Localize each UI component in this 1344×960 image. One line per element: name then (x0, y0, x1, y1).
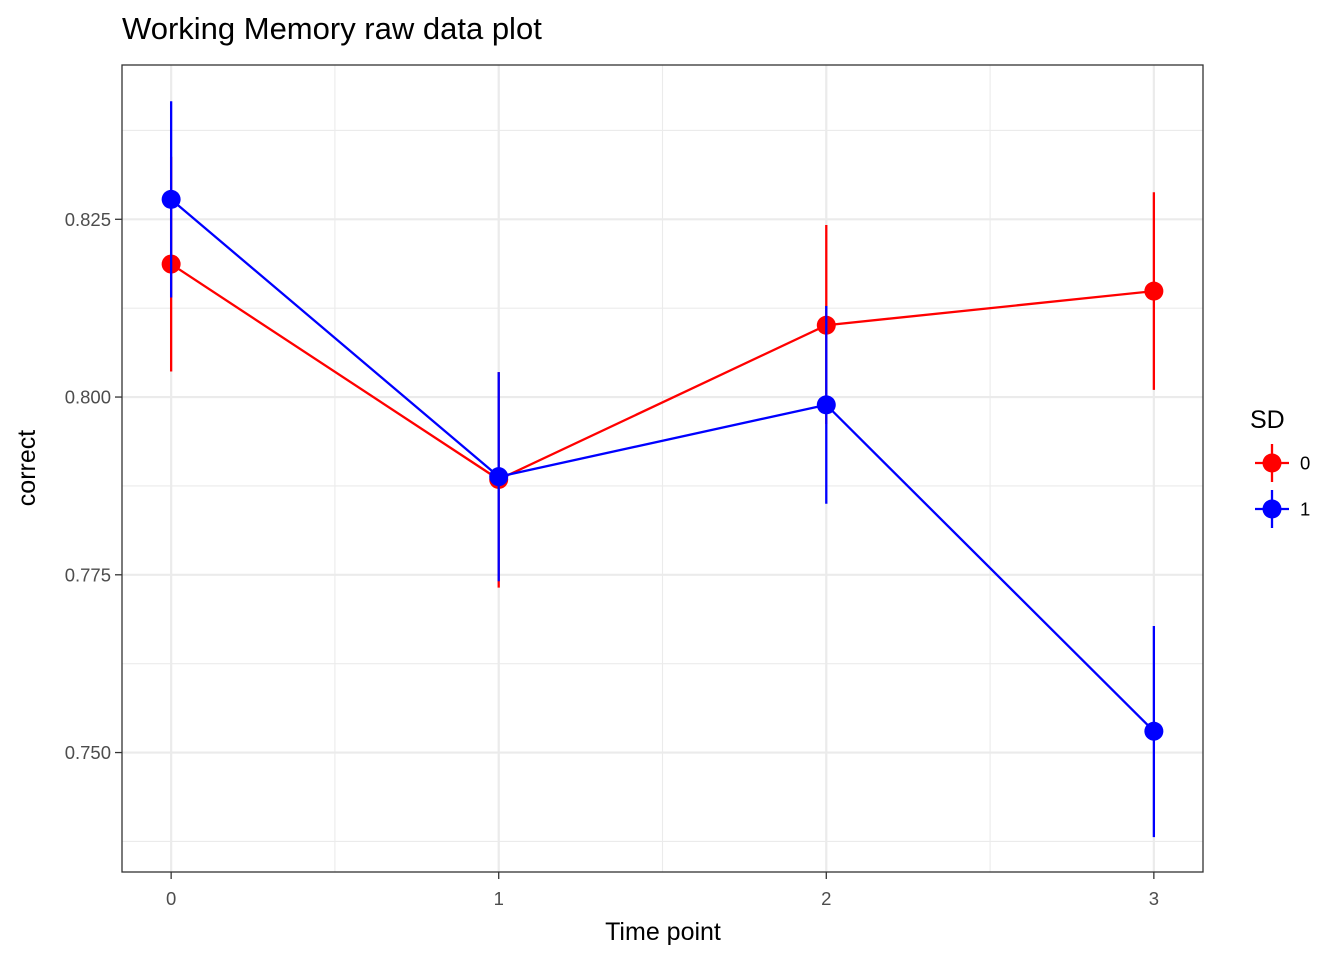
legend-title: SD (1250, 406, 1285, 434)
chart-title: Working Memory raw data plot (122, 11, 542, 46)
y-tick-label: 0.825 (65, 209, 111, 230)
data-point (1144, 281, 1164, 301)
legend-key-point (1262, 499, 1282, 519)
minor-gridlines (122, 65, 1203, 872)
x-tick-label: 1 (494, 888, 504, 909)
series-1 (161, 101, 1164, 838)
y-axis-title: correct (13, 430, 41, 506)
data-point (161, 189, 181, 209)
y-tick-label: 0.800 (65, 387, 111, 408)
x-tick-label: 0 (166, 888, 176, 909)
data-point (1144, 721, 1164, 741)
legend-label: 1 (1300, 499, 1310, 520)
legend-item-0: 0 (1255, 444, 1310, 482)
data-point (816, 395, 836, 415)
legend-items: 01 (1255, 444, 1310, 528)
legend-key-point (1262, 453, 1282, 473)
series-line (170, 263, 1154, 481)
legend: SD 01 (1250, 406, 1310, 528)
series-line (170, 198, 1155, 733)
x-axis-title: Time point (605, 918, 721, 946)
x-axis: 0 1 2 3 (166, 872, 1159, 909)
x-tick-label: 2 (821, 888, 831, 909)
x-tick-label: 3 (1149, 888, 1159, 909)
plot-panel-border (121, 64, 1204, 873)
legend-label: 0 (1300, 453, 1310, 474)
data-point (489, 467, 509, 487)
y-axis: 0.750 0.775 0.800 0.825 (65, 209, 122, 763)
series-layer (161, 101, 1164, 838)
y-tick-label: 0.775 (65, 564, 111, 585)
legend-item-1: 1 (1255, 490, 1310, 528)
y-tick-label: 0.750 (65, 742, 111, 763)
